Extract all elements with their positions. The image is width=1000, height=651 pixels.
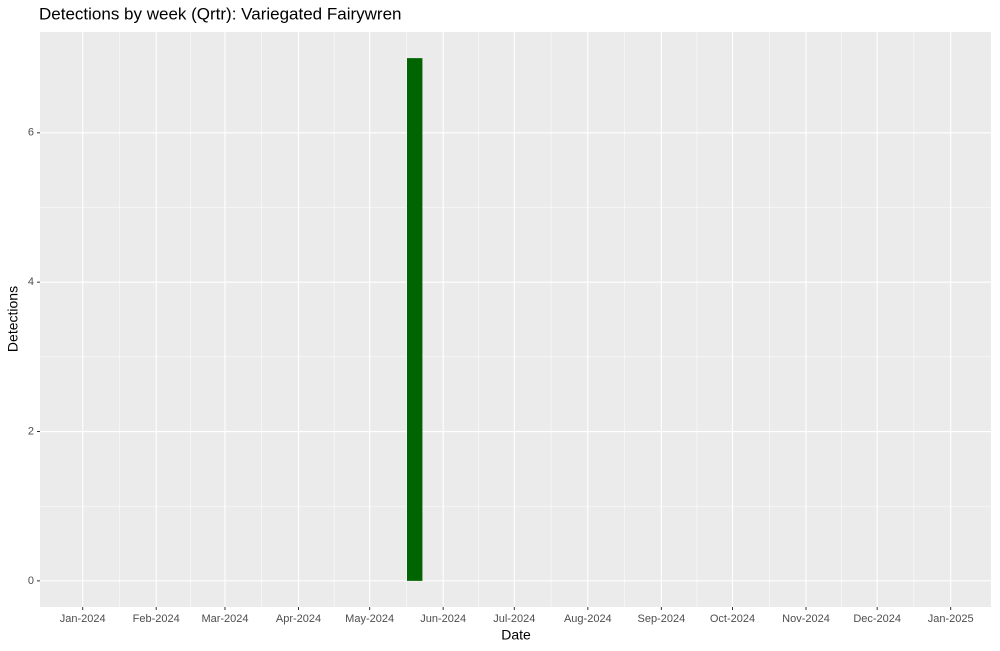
- x-tick-label: Jan-2024: [60, 613, 106, 625]
- y-tick-label: 6: [28, 127, 34, 139]
- x-tick-label: Oct-2024: [710, 613, 755, 625]
- x-tick-label: May-2024: [345, 613, 394, 625]
- chart-title: Detections by week (Qrtr): Variegated Fa…: [39, 4, 401, 23]
- bar: [407, 58, 423, 581]
- y-axis-title: Detections: [5, 286, 21, 352]
- x-tick-label: Jul-2024: [493, 613, 535, 625]
- y-tick-label: 0: [28, 575, 34, 587]
- x-tick-label: Nov-2024: [782, 613, 830, 625]
- marks: [407, 58, 423, 581]
- y-tick-label: 2: [28, 425, 34, 437]
- x-tick-label: Aug-2024: [564, 613, 612, 625]
- x-tick-label: Dec-2024: [853, 613, 901, 625]
- x-tick-label: Mar-2024: [201, 613, 248, 625]
- x-tick-label: Sep-2024: [637, 613, 685, 625]
- plot-panel: [40, 32, 991, 607]
- x-tick-label: Feb-2024: [133, 613, 180, 625]
- x-tick-label: Apr-2024: [276, 613, 321, 625]
- x-axis-title: Date: [501, 627, 531, 643]
- grid: [40, 32, 991, 607]
- x-tick-label: Jun-2024: [420, 613, 466, 625]
- y-tick-label: 4: [28, 276, 34, 288]
- x-tick-label: Jan-2025: [928, 613, 974, 625]
